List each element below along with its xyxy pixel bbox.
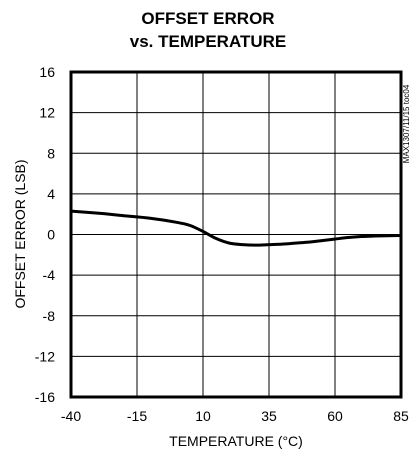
figure-code: MAX1307/11/15 toc04 <box>402 84 411 163</box>
y-tick-label: -8 <box>43 308 56 324</box>
x-tick-labels: -40 -15 10 35 60 85 <box>61 408 409 424</box>
y-tick-label: -16 <box>35 389 55 405</box>
x-tick-label: 10 <box>195 408 211 424</box>
y-tick-label: 12 <box>39 105 55 121</box>
x-tick-label: 60 <box>327 408 343 424</box>
y-tick-label: 0 <box>47 227 55 243</box>
grid <box>71 72 401 397</box>
x-axis-label: TEMPERATURE (°C) <box>169 433 303 449</box>
y-axis-label: OFFSET ERROR (LSB) <box>12 159 28 308</box>
x-tick-label: 85 <box>393 408 409 424</box>
y-tick-label: -4 <box>43 267 56 283</box>
y-tick-label: 4 <box>47 186 55 202</box>
chart-title-line2: vs. TEMPERATURE <box>130 32 287 51</box>
y-tick-label: 16 <box>39 64 55 80</box>
offset-error-line <box>70 209 402 247</box>
x-tick-label: 35 <box>261 408 277 424</box>
x-tick-label: -40 <box>61 408 81 424</box>
y-tick-label: 8 <box>47 145 55 161</box>
series-line <box>70 209 402 247</box>
x-tick-label: -15 <box>127 408 147 424</box>
plot-frame <box>69 70 403 399</box>
y-tick-label: -12 <box>35 348 55 364</box>
chart-title-line1: OFFSET ERROR <box>141 9 274 28</box>
y-tick-labels: 16 12 8 4 0 -4 -8 -12 -16 <box>35 64 55 405</box>
